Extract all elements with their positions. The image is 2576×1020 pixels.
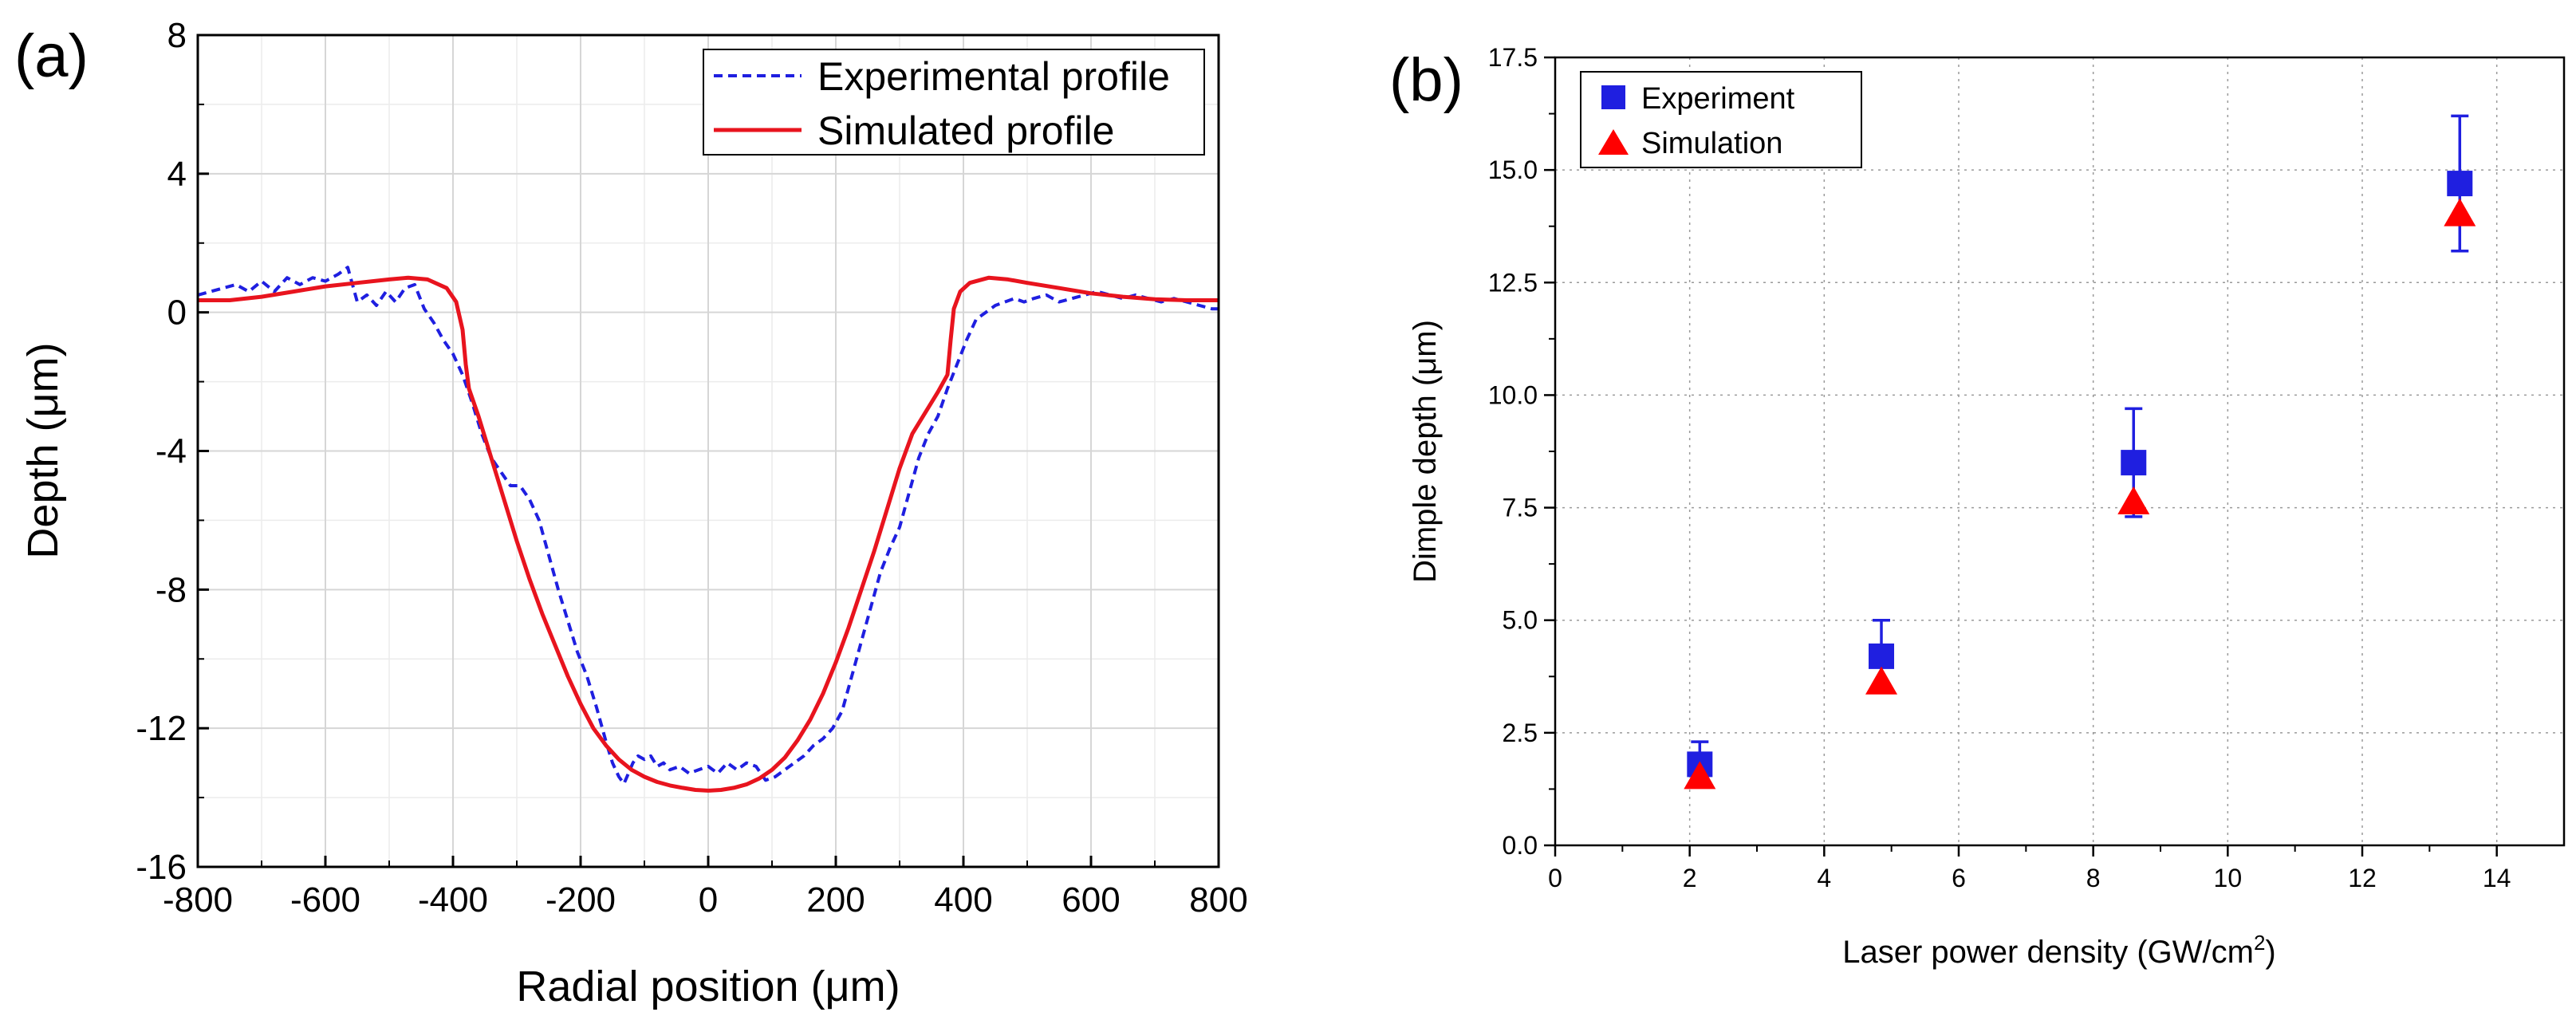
legend-simulation-label: Simulation <box>1641 127 1782 160</box>
simulated-profile-line <box>198 275 1219 793</box>
panel-b-x-tick-label: 2 <box>1683 864 1697 892</box>
simulation-point <box>1865 666 1898 695</box>
panel-b-x-axis-title-superscript: 2 <box>2254 931 2265 955</box>
panel-a-y-tick-label: -8 <box>156 570 187 609</box>
panel-a-x-tick-label: -800 <box>163 880 233 920</box>
panel-b: (b) 0 2 4 6 8 10 12 14 0.0 2.5 5.0 7.5 10.0 12.5 15.0 1… <box>1389 43 2566 970</box>
panel-b-y-tick-label: 12.5 <box>1488 268 1538 297</box>
panel-b-legend: Experiment Simulation <box>1580 71 1862 168</box>
legend-experiment-label: Experiment <box>1641 82 1795 116</box>
panel-a-legend-box <box>703 49 1205 156</box>
panel-b-marks <box>1684 114 2476 790</box>
panel-b-y-tick-label: 10.0 <box>1488 380 1538 409</box>
panel-b-legend-box <box>1580 71 1862 168</box>
panel-b-x-tick-label: 14 <box>2483 864 2511 892</box>
experiment-point <box>2447 171 2473 197</box>
panel-b-x-tick-label: 12 <box>2348 864 2377 892</box>
simulation-point <box>1684 761 1716 790</box>
panel-a-legend: Experimental profile Simulated profile <box>703 49 1205 156</box>
panel-b-x-axis-title-close: ) <box>2265 935 2275 970</box>
panel-a-y-tick-label: 4 <box>167 155 187 194</box>
panel-b-y-tick-label: 17.5 <box>1488 43 1538 72</box>
panel-a-x-tick-label: 600 <box>1062 880 1120 920</box>
panel-a-lines <box>197 266 1219 793</box>
panel-b-grid <box>1555 57 2564 845</box>
panel-a-y-tick-label: -4 <box>156 432 187 471</box>
panel-b-x-axis-title: Laser power density (GW/cm2) <box>1842 931 2276 970</box>
simulation-point <box>2117 486 2150 514</box>
panel-b-x-tick-label: 4 <box>1817 864 1831 892</box>
legend-simulation-swatch <box>1598 129 1629 155</box>
panel-b-label: (b) <box>1389 46 1463 114</box>
panel-a-label: (a) <box>14 22 89 90</box>
simulation-point <box>2444 198 2476 226</box>
experiment-point <box>2121 450 2147 476</box>
panel-a-x-tick-label: 200 <box>806 880 865 920</box>
panel-a-x-tick-label: 0 <box>699 880 718 920</box>
experiment-point <box>1869 643 1895 669</box>
panel-a-y-axis-title: Depth (μm) <box>19 342 67 558</box>
panel-a-x-tick-label: -400 <box>418 880 488 920</box>
panel-a-x-axis-title: Radial position (μm) <box>516 963 900 1010</box>
panel-a-grid <box>197 34 1219 868</box>
panel-b-y-axis-title: Dimple depth (μm) <box>1408 320 1443 583</box>
panel-a-ticks: -800 -600 -400 -200 0 200 400 600 800 -16 -12 -8 -4 0… <box>136 16 1247 920</box>
panel-a-x-tick-label: 800 <box>1189 880 1247 920</box>
legend-simulated-label: Simulated profile <box>817 108 1114 153</box>
panel-b-plot-frame <box>1554 56 2566 847</box>
panel-a: (a) -800 -600 -400 -200 0 200 400 600 800-16-12-… <box>14 16 1248 1010</box>
experimental-profile-line <box>197 266 1219 786</box>
panel-b-y-tick-label: 7.5 <box>1503 494 1538 522</box>
legend-experiment-swatch <box>1601 85 1625 109</box>
legend-experimental-label: Experimental profile <box>817 54 1170 99</box>
panel-a-y-tick-label: -12 <box>136 709 187 748</box>
panel-b-y-tick-label: 2.5 <box>1503 719 1538 747</box>
panel-b-y-tick-label: 5.0 <box>1503 606 1538 635</box>
panel-a-x-tick-label: -600 <box>290 880 360 920</box>
panel-b-ticks: 0 2 4 6 8 10 12 14 0.0 2.5 5.0 7.5 10.0 12.5 15.0 17.5 <box>1488 43 2511 892</box>
panel-b-y-tick-label: 0.0 <box>1503 831 1538 860</box>
panel-b-x-tick-label: 6 <box>1952 864 1966 892</box>
panel-a-y-tick-label: -16 <box>136 848 187 887</box>
panel-a-y-tick-label: 8 <box>167 16 187 55</box>
panel-b-x-tick-label: 0 <box>1548 864 1562 892</box>
panel-b-x-axis-title-main: Laser power density (GW/cm <box>1842 935 2254 970</box>
panel-b-y-tick-label: 15.0 <box>1488 156 1538 184</box>
panel-b-x-tick-label: 8 <box>2086 864 2101 892</box>
panel-b-x-tick-label: 10 <box>2214 864 2243 892</box>
panel-a-x-tick-label: -200 <box>546 880 616 920</box>
panel-a-x-tick-label: 400 <box>934 880 992 920</box>
panel-a-y-tick-label: 0 <box>167 293 187 333</box>
